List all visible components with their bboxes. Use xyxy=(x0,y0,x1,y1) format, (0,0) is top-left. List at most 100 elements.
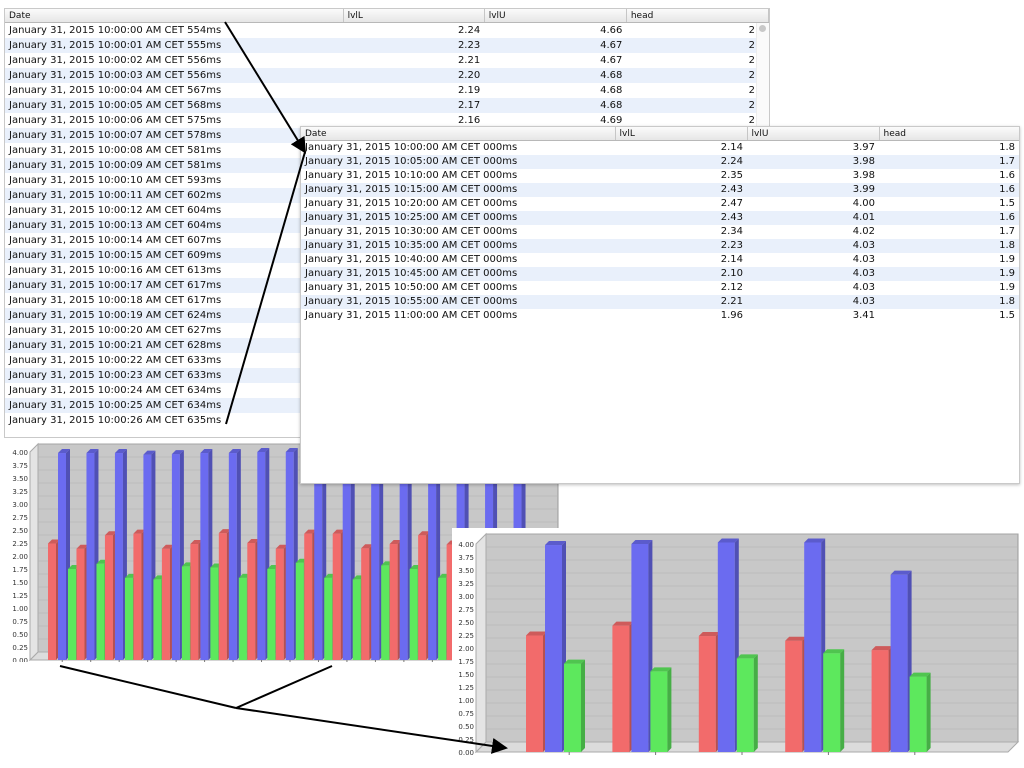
cell-date: January 31, 2015 10:00:09 AM CET 581ms xyxy=(5,158,344,173)
table-row[interactable]: January 31, 2015 10:00:01 AM CET 555ms 2.… xyxy=(5,38,769,53)
table-row[interactable]: January 31, 2015 10:00:02 AM CET 556ms 2.… xyxy=(5,53,769,68)
column-header-head[interactable]: head xyxy=(626,9,769,23)
cell-date: January 31, 2015 10:00:26 AM CET 635ms xyxy=(9,415,222,426)
table-row[interactable]: January 31, 2015 10:00:26 AM CET 635ms xyxy=(5,413,769,428)
cell-lvlu: 4.03 xyxy=(747,239,879,253)
cell-date: January 31, 2015 10:00:06 AM CET 575ms xyxy=(9,115,222,126)
cell-date: January 31, 2015 10:55:00 AM CET 000ms xyxy=(301,295,615,309)
y-tick-label: 1.25 xyxy=(12,592,28,600)
table-row[interactable]: January 31, 2015 10:20:00 AM CET 000ms 2.… xyxy=(301,197,1019,211)
aggregated-data-table: Date lvlL lvlU head January 31, 2015 10:00:… xyxy=(301,127,1019,323)
y-tick-label: 0.00 xyxy=(458,749,474,756)
table-row[interactable]: January 31, 2015 10:00:08 AM CET 581ms xyxy=(5,143,769,158)
y-tick-label: 0.75 xyxy=(12,618,28,626)
y-tick-label: 3.50 xyxy=(458,567,474,575)
y-tick-label: 1.75 xyxy=(12,566,28,574)
y-tick-label: 2.75 xyxy=(458,606,474,614)
cell-lvll: 2.14 xyxy=(720,254,743,265)
cell-lvlu: 4.00 xyxy=(852,198,875,209)
column-header-lvlu[interactable]: lvlU xyxy=(484,9,627,23)
cell-date: January 31, 2015 10:25:00 AM CET 000ms xyxy=(301,211,615,225)
column-header-lvll[interactable]: lvlL xyxy=(343,9,485,23)
cell-lvlu: 4.69 xyxy=(600,115,623,126)
y-tick-label: 1.50 xyxy=(458,671,474,679)
y-tick-label: 2.50 xyxy=(12,527,28,535)
table-row[interactable]: January 31, 2015 10:00:00 AM CET 000ms 2.… xyxy=(301,141,1019,156)
table-row[interactable]: January 31, 2015 10:30:00 AM CET 000ms 2.… xyxy=(301,225,1019,239)
cell-date: January 31, 2015 10:00:08 AM CET 581ms xyxy=(9,145,222,156)
table-row[interactable]: January 31, 2015 10:00:14 AM CET 607ms xyxy=(5,233,769,248)
cell-date: January 31, 2015 10:00:00 AM CET 000ms xyxy=(305,142,518,153)
cell-date: January 31, 2015 10:00:02 AM CET 556ms xyxy=(9,55,222,66)
table-row[interactable]: January 31, 2015 10:00:03 AM CET 556ms 2.… xyxy=(5,68,769,83)
y-tick-label: 2.00 xyxy=(458,645,474,653)
table-row[interactable]: January 31, 2015 10:05:00 AM CET 000ms 2.… xyxy=(301,155,1019,169)
cell-lvlu: 3.97 xyxy=(852,142,875,153)
cell-lvll: 2.10 xyxy=(615,267,747,281)
table-row[interactable]: January 31, 2015 10:55:00 AM CET 000ms 2.… xyxy=(301,295,1019,309)
column-header-date[interactable]: Date xyxy=(5,9,344,23)
cell-head: 1.6 xyxy=(879,211,1019,225)
table-row[interactable]: January 31, 2015 10:00:16 AM CET 613ms xyxy=(5,263,769,278)
bar-lvlL xyxy=(526,631,547,752)
y-tick-label: 3.00 xyxy=(458,593,474,601)
bar-lvlU xyxy=(545,541,566,752)
bar-head xyxy=(909,672,931,752)
table-row[interactable]: January 31, 2015 10:00:10 AM CET 593ms xyxy=(5,173,769,188)
table-row[interactable]: January 31, 2015 10:00:12 AM CET 604ms xyxy=(5,203,769,218)
cell-date: January 31, 2015 10:00:16 AM CET 613ms xyxy=(9,265,222,276)
table-row[interactable]: January 31, 2015 10:10:00 AM CET 000ms 2.… xyxy=(301,169,1019,183)
cell-date: January 31, 2015 10:00:17 AM CET 617ms xyxy=(5,278,344,293)
table-row[interactable]: January 31, 2015 10:00:00 AM CET 554ms 2.… xyxy=(5,23,769,39)
y-tick-label: 0.50 xyxy=(12,631,28,639)
y-tick-label: 0.00 xyxy=(12,657,28,662)
table-row[interactable]: January 31, 2015 10:35:00 AM CET 000ms 2.… xyxy=(301,239,1019,253)
table-row[interactable]: January 31, 2015 10:00:24 AM CET 634ms xyxy=(5,383,769,398)
cell-lvlu: 4.68 xyxy=(484,68,627,83)
cell-date: January 31, 2015 10:35:00 AM CET 000ms xyxy=(301,239,615,253)
y-tick-label: 1.25 xyxy=(458,684,474,692)
cell-lvll: 2.12 xyxy=(720,282,743,293)
column-header-head[interactable]: head xyxy=(879,127,1019,141)
table-row[interactable]: January 31, 2015 10:15:00 AM CET 000ms 2.… xyxy=(301,183,1019,197)
cell-head: 1.6 xyxy=(999,170,1015,181)
cell-lvlu: 4.67 xyxy=(600,55,623,66)
table-row[interactable]: January 31, 2015 10:25:00 AM CET 000ms 2.… xyxy=(301,211,1019,225)
cell-lvlu: 4.03 xyxy=(747,295,879,309)
cell-date: January 31, 2015 10:45:00 AM CET 000ms xyxy=(301,267,615,281)
table-row[interactable]: January 31, 2015 11:00:00 AM CET 000ms 1.… xyxy=(301,309,1019,323)
cell-head: 1.9 xyxy=(999,254,1015,265)
bar-lvlL xyxy=(612,621,634,752)
column-header-lvlu[interactable]: lvlU xyxy=(747,127,880,141)
cell-lvlu: 3.99 xyxy=(747,183,879,197)
scrollbar-thumb[interactable] xyxy=(759,25,766,32)
cell-date: January 31, 2015 10:00:19 AM CET 624ms xyxy=(5,308,344,323)
y-tick-label: 2.00 xyxy=(12,553,28,561)
column-header-date[interactable]: Date xyxy=(301,127,616,141)
cell-lvll: 2.14 xyxy=(720,142,743,153)
table-row[interactable]: January 31, 2015 10:00:18 AM CET 617ms xyxy=(5,293,769,308)
cell-lvlu: 4.68 xyxy=(484,98,627,113)
cell-lvll: 2.16 xyxy=(457,115,481,126)
bar-lvlL xyxy=(698,632,720,752)
cell-date: January 31, 2015 10:50:00 AM CET 000ms xyxy=(305,282,518,293)
bar-head xyxy=(823,649,845,752)
column-header-lvll[interactable]: lvlL xyxy=(615,127,748,141)
y-tick-label: 4.00 xyxy=(458,541,474,549)
table-row[interactable]: January 31, 2015 10:00:20 AM CET 627ms xyxy=(5,323,769,338)
y-tick-label: 0.25 xyxy=(12,644,28,652)
cell-lvll: 2.21 xyxy=(457,55,481,66)
cell-lvll: 2.34 xyxy=(720,226,743,237)
cell-lvll: 1.96 xyxy=(720,310,743,321)
table-row[interactable]: January 31, 2015 10:00:05 AM CET 568ms 2.… xyxy=(5,98,769,113)
table-row[interactable]: January 31, 2015 10:00:22 AM CET 633ms xyxy=(5,353,769,368)
cell-head: 2.4 xyxy=(626,38,769,53)
y-tick-label: 4.00 xyxy=(12,449,28,457)
table-row[interactable]: January 31, 2015 10:50:00 AM CET 000ms 2.… xyxy=(301,281,1019,295)
y-tick-label: 2.75 xyxy=(12,514,28,522)
table-header-row: Date lvlL lvlU head xyxy=(301,127,1019,141)
table-row[interactable]: January 31, 2015 10:40:00 AM CET 000ms 2.… xyxy=(301,253,1019,267)
table-row[interactable]: January 31, 2015 10:00:04 AM CET 567ms 2.… xyxy=(5,83,769,98)
y-tick-label: 0.75 xyxy=(458,710,474,718)
table-row[interactable]: January 31, 2015 10:45:00 AM CET 000ms 2.… xyxy=(301,267,1019,281)
